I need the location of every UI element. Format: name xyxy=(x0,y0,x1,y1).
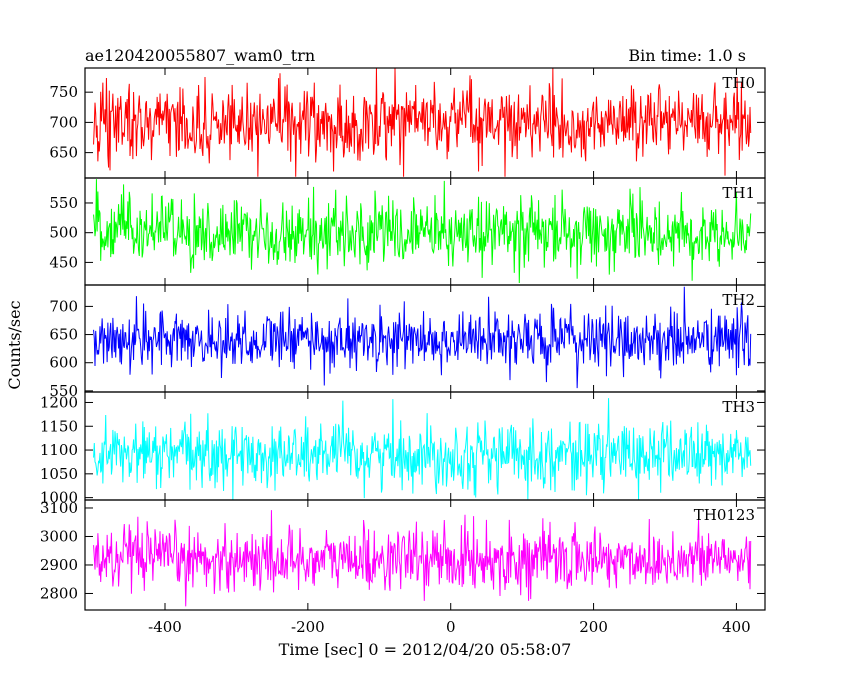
y-tick-label: 1050 xyxy=(40,465,78,483)
x-tick-label: -200 xyxy=(291,618,325,636)
y-tick-label: 1150 xyxy=(40,417,78,435)
panel-th1: 450 500 550 TH1 xyxy=(49,177,766,286)
panel-th3: 1000 1050 1100 1150 1200 TH3 xyxy=(40,391,766,507)
y-tick-label: 750 xyxy=(49,83,78,101)
x-tick-label: -400 xyxy=(148,618,182,636)
chart-title: ae120420055807_wam0_trn xyxy=(85,46,315,65)
x-tick-label: 400 xyxy=(722,618,751,636)
series-line-th2 xyxy=(93,286,752,389)
panel-th0123: 2800 2900 3000 3100 TH0123 xyxy=(40,499,766,611)
y-tick-label: 650 xyxy=(49,326,78,344)
x-tick-label: 200 xyxy=(579,618,608,636)
y-tick-label: 550 xyxy=(49,382,78,400)
series-line-th0 xyxy=(93,68,752,177)
x-tick-label: 0 xyxy=(446,618,456,636)
y-tick-label: 450 xyxy=(49,253,78,271)
y-tick-label: 1200 xyxy=(40,393,78,411)
y-tick-label: 700 xyxy=(49,113,78,131)
series-line-th0123 xyxy=(93,510,752,607)
y-tick-label: 600 xyxy=(49,354,78,372)
panel-label-th2: TH2 xyxy=(722,291,755,309)
panel-label-th1: TH1 xyxy=(722,184,755,202)
y-tick-label: 700 xyxy=(49,297,78,315)
y-axis-label: Counts/sec xyxy=(5,300,24,389)
panel-label-th0: TH0 xyxy=(722,74,755,92)
y-tick-label: 1100 xyxy=(40,441,78,459)
y-tick-label: 2800 xyxy=(40,584,78,602)
x-axis-label: Time [sec] 0 = 2012/04/20 05:58:07 xyxy=(279,640,572,659)
panel-label-th3: TH3 xyxy=(722,398,755,416)
y-tick-label: 1000 xyxy=(40,489,78,507)
y-tick-label: 3000 xyxy=(40,527,78,545)
panel-th0: 650 700 750 TH0 xyxy=(49,67,766,179)
series-line-th3 xyxy=(93,398,752,500)
y-tick-label: 650 xyxy=(49,144,78,162)
y-tick-label: 500 xyxy=(49,224,78,242)
panel-th2: 550 600 650 700 TH2 xyxy=(49,284,766,400)
series-line-th1 xyxy=(93,179,752,284)
y-tick-label: 550 xyxy=(49,194,78,212)
panel-frame-th0123 xyxy=(84,499,766,611)
panel-label-th0123: TH0123 xyxy=(694,506,755,524)
bin-time-label: Bin time: 1.0 s xyxy=(628,46,746,65)
y-tick-label: 3100 xyxy=(40,499,78,517)
y-tick-label: 2900 xyxy=(40,556,78,574)
